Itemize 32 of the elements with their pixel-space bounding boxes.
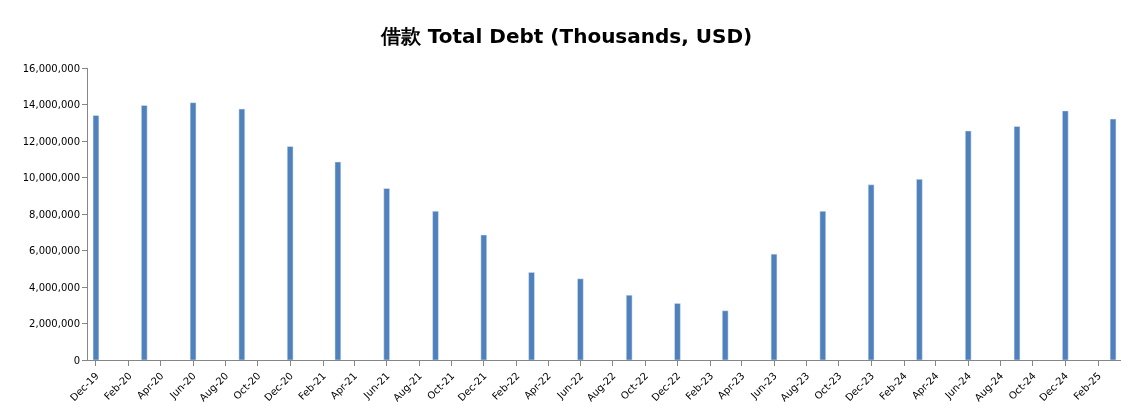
bar bbox=[383, 188, 390, 360]
bar bbox=[238, 108, 246, 360]
y-tick-label: 6,000,000 bbox=[29, 245, 80, 256]
bar bbox=[92, 115, 100, 360]
bar bbox=[432, 211, 439, 360]
bar bbox=[286, 146, 294, 360]
bar bbox=[480, 234, 487, 360]
bar bbox=[1109, 118, 1117, 360]
y-tick-label: 14,000,000 bbox=[22, 99, 80, 110]
y-tick-label: 0 bbox=[73, 354, 80, 366]
y-tick-label: 12,000,000 bbox=[22, 135, 80, 147]
bar bbox=[1013, 126, 1021, 360]
bar bbox=[867, 184, 875, 360]
bar bbox=[674, 303, 681, 360]
bar bbox=[528, 272, 535, 360]
chart-title: 借款 Total Debt (Thousands, USD) bbox=[379, 24, 753, 49]
bar bbox=[141, 105, 148, 360]
y-tick-label: 2,000,000 bbox=[29, 318, 80, 329]
bar bbox=[965, 130, 972, 360]
y-tick-label: 16,000,000 bbox=[22, 62, 80, 74]
bar bbox=[626, 294, 633, 360]
bar bbox=[1062, 110, 1069, 360]
bar bbox=[819, 211, 826, 360]
bar bbox=[189, 102, 197, 360]
y-tick-label: 10,000,000 bbox=[22, 172, 80, 183]
bar bbox=[770, 253, 778, 360]
bar bbox=[577, 278, 584, 360]
bar bbox=[916, 179, 923, 360]
y-tick-label: 8,000,000 bbox=[29, 208, 80, 220]
bar bbox=[334, 161, 342, 360]
bar bbox=[722, 310, 729, 360]
y-tick-label: 4,000,000 bbox=[29, 281, 80, 293]
